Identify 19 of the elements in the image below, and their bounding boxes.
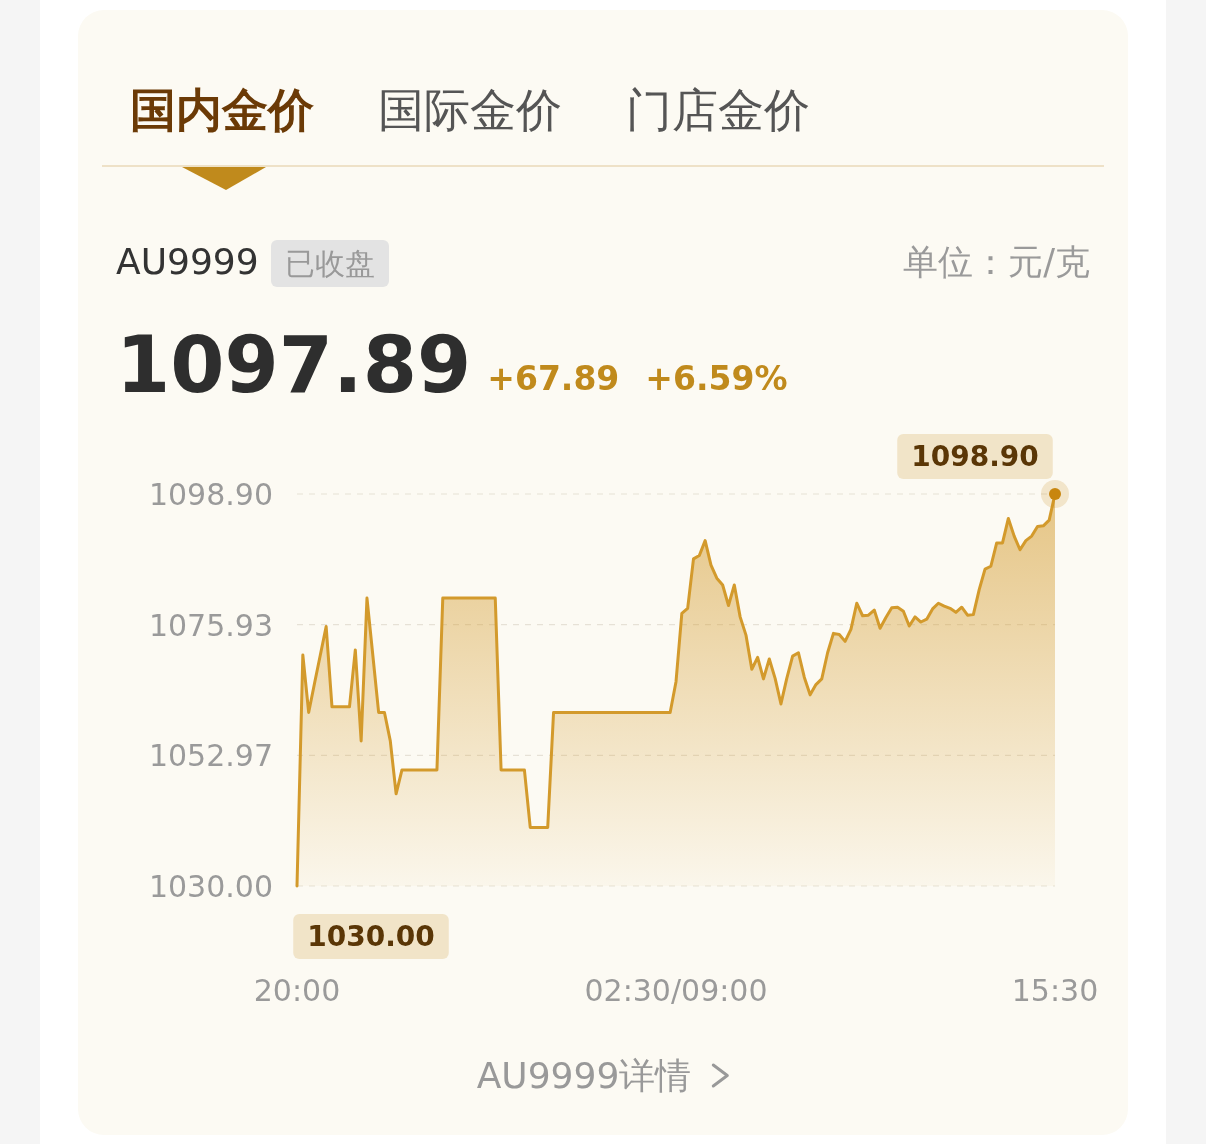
text: 国内金价 [130, 83, 314, 137]
x-tick-label: 20:00 [253, 973, 341, 1008]
text: 已收盘 [285, 246, 375, 281]
text: 1097.89 [116, 320, 472, 410]
y-tick-label: 1098.90 [148, 477, 273, 512]
y-tick-label: 1030.00 [148, 869, 273, 904]
text: 单位：元/克 [903, 242, 1090, 282]
annotation: 1030.00 [307, 920, 435, 953]
text: +67.89 [487, 359, 620, 398]
annotation: 1098.90 [911, 440, 1039, 473]
text: AU9999 [116, 241, 259, 282]
text: 国际金价 [378, 83, 562, 137]
text: +6.59% [645, 359, 788, 398]
y-tick-label: 1052.97 [148, 738, 273, 774]
y-tick-label: 1075.93 [148, 607, 273, 643]
text: AU9999详情 [476, 1055, 692, 1096]
x-tick-label: 15:30 [1011, 973, 1099, 1008]
text: 门店金价 [626, 83, 810, 137]
x-tick-label: 02:30/09:00 [584, 973, 768, 1008]
